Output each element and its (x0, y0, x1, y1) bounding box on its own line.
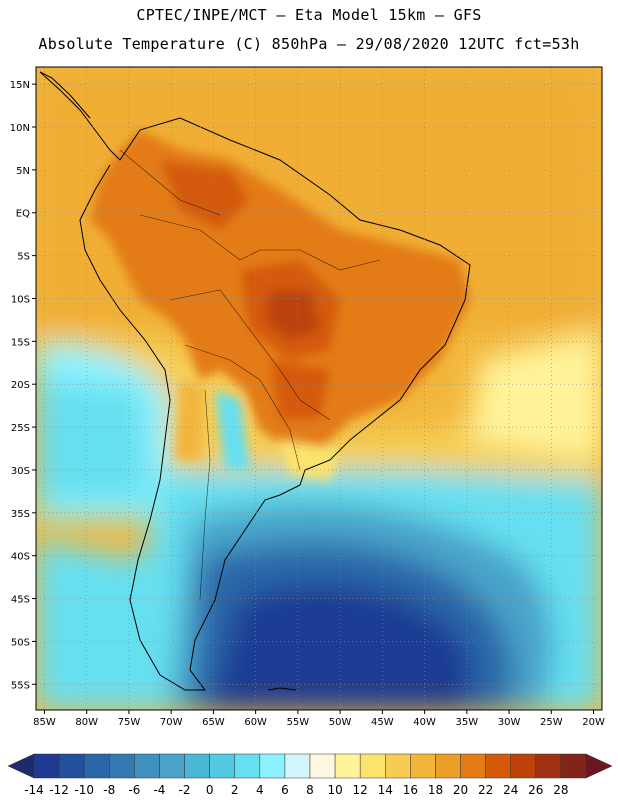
temperature-field (36, 67, 602, 710)
colorbar-swatch (435, 753, 461, 779)
colorbar-swatch (485, 753, 511, 779)
colorbar-high-arrow (585, 753, 613, 779)
longitude-label: 25W (540, 717, 563, 728)
colorbar-label: 2 (231, 783, 239, 797)
colorbar-label: -2 (179, 783, 191, 797)
colorbar-swatch (159, 753, 185, 779)
colorbar-label: 28 (553, 783, 568, 797)
colorbar-swatch (259, 753, 286, 779)
longitude-label: 40W (413, 717, 436, 728)
colorbar-label: 8 (306, 783, 314, 797)
colorbar-label: 4 (256, 783, 264, 797)
colorbar-swatch (334, 753, 361, 779)
colorbar-swatch (184, 753, 210, 779)
colorbar-label: 14 (378, 783, 393, 797)
colorbar-swatch (535, 753, 562, 779)
colorbar-label: 0 (206, 783, 214, 797)
latitude-axis: 15N 10N 5N EQ 5S 10S 15S 20S 25S 30S 35S 40S 45S 50S 5… (10, 80, 36, 691)
latitude-label: 20S (11, 380, 30, 391)
colorbar-label: 18 (428, 783, 443, 797)
colorbar-swatch (33, 753, 60, 779)
colorbar-swatch (134, 753, 160, 779)
colorbar-swatch (410, 753, 436, 779)
latitude-label: 40S (11, 552, 30, 563)
colorbar-label: -8 (103, 783, 115, 797)
colorbar-low-arrow (7, 753, 35, 779)
latitude-label: 45S (11, 595, 30, 606)
colorbar-label: 16 (403, 783, 418, 797)
colorbar-label: -10 (74, 783, 94, 797)
latitude-label: 30S (11, 466, 30, 477)
latitude-label: 35S (11, 509, 30, 520)
longitude-label: 65W (202, 717, 225, 728)
latitude-label: 55S (11, 680, 30, 691)
colorbar-label: -14 (24, 783, 44, 797)
longitude-label: 50W (329, 717, 352, 728)
longitude-axis: 85W 80W 75W 70W 65W 60W 55W 50W 45W 40W 35W 30W 25W 2… (33, 710, 605, 728)
colorbar-label: 12 (353, 783, 368, 797)
latitude-label: 10N (10, 123, 30, 134)
map-frame (35, 66, 603, 711)
colorbar-swatch (309, 753, 336, 779)
colorbar-label: -6 (128, 783, 140, 797)
longitude-label: 45W (371, 717, 394, 728)
colorbar-label: 20 (453, 783, 468, 797)
longitude-label: 60W (244, 717, 267, 728)
colorbar-label: 26 (528, 783, 543, 797)
colorbar-swatch (385, 753, 411, 779)
map-title-line2: Absolute Temperature (C) 850hPa – 29/08/… (38, 35, 580, 53)
latitude-label: 25S (11, 423, 30, 434)
colorbar-swatch (83, 753, 110, 779)
map-title-line1: CPTEC/INPE/MCT – Eta Model 15km – GFS (136, 6, 482, 24)
colorbar-swatch (109, 753, 135, 779)
colorbar-swatch (510, 753, 537, 779)
colorbar-label: 24 (503, 783, 518, 797)
colorbar-swatch (560, 753, 587, 779)
latitude-label: 15N (10, 80, 30, 91)
coastline (39, 71, 471, 691)
latitude-label: EQ (16, 209, 30, 220)
colorbar-label: 6 (281, 783, 289, 797)
longitude-label: 70W (160, 717, 183, 728)
longitude-label: 20W (582, 717, 605, 728)
colorbar-label: 22 (478, 783, 493, 797)
latitude-label: 5S (17, 252, 30, 263)
colorbar: -14 -12 -10 -8 -6 -4 -2 0 2 4 6 8 10 12 14 16 18 20 22 24 26… (7, 753, 613, 797)
latitude-label: 5N (16, 166, 30, 177)
colorbar-swatch (359, 753, 386, 779)
longitude-label: 75W (118, 717, 141, 728)
colorbar-label: 10 (327, 783, 342, 797)
longitude-label: 30W (498, 717, 521, 728)
colorbar-swatch (460, 753, 486, 779)
latitude-label: 10S (11, 294, 30, 305)
longitude-label: 35W (456, 717, 479, 728)
latitude-label: 15S (11, 337, 30, 348)
colorbar-swatch (284, 753, 311, 779)
country-borders (119, 149, 381, 601)
longitude-label: 55W (287, 717, 310, 728)
colorbar-label: -12 (49, 783, 69, 797)
colorbar-swatch (209, 753, 235, 779)
longitude-label: 85W (33, 717, 56, 728)
colorbar-swatch (58, 753, 85, 779)
latitude-label: 50S (11, 637, 30, 648)
colorbar-label: -4 (153, 783, 165, 797)
longitude-label: 80W (75, 717, 98, 728)
colorbar-swatch (234, 753, 261, 779)
